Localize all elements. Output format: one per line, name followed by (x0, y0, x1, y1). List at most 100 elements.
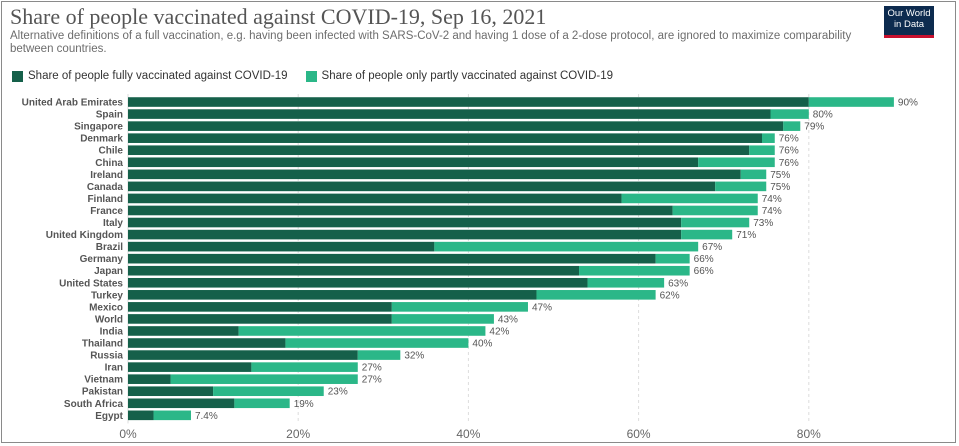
bar-fully-vaccinated (128, 362, 252, 372)
bar-partly-vaccinated (740, 169, 767, 180)
category-label: China (95, 158, 123, 169)
category-label: Finland (87, 194, 123, 205)
bar-fully-vaccinated (128, 253, 656, 264)
bar-fully-vaccinated (128, 145, 750, 156)
category-label: Italy (103, 218, 123, 229)
category-label: United Arab Emirates (22, 98, 124, 109)
bar-fully-vaccinated (128, 374, 171, 384)
bar-fully-vaccinated (128, 121, 784, 131)
category-label: United States (59, 278, 123, 289)
category-label: Chile (99, 146, 124, 157)
total-value-label: 74% (762, 206, 782, 217)
x-tick-label: 0% (119, 427, 137, 441)
category-label: Ireland (90, 170, 123, 181)
bar-partly-vaccinated (587, 277, 665, 288)
category-label: Pakistan (82, 387, 123, 398)
bar-fully-vaccinated (128, 181, 716, 192)
bar-partly-vaccinated (238, 326, 486, 336)
bar-fully-vaccinated (128, 350, 358, 360)
x-tick-label: 60% (627, 427, 651, 441)
category-label: Russia (90, 351, 123, 362)
legend-label-full: Share of people fully vaccinated against… (28, 70, 288, 82)
total-value-label: 73% (753, 218, 773, 229)
bar-partly-vaccinated (391, 314, 494, 324)
category-label: United Kingdom (46, 230, 123, 241)
bar-fully-vaccinated (128, 410, 154, 421)
bar-fully-vaccinated (128, 290, 537, 300)
total-value-label: 27% (362, 363, 382, 374)
total-value-label: 43% (498, 314, 518, 325)
category-label: Iran (105, 363, 123, 374)
bar-fully-vaccinated (128, 386, 214, 397)
bar-fully-vaccinated (128, 217, 682, 228)
bar-fully-vaccinated (128, 314, 392, 324)
bar-fully-vaccinated (128, 277, 588, 288)
bar-partly-vaccinated (234, 398, 290, 409)
chart-legend: Share of people fully vaccinated against… (12, 70, 631, 82)
total-value-label: 42% (489, 326, 509, 337)
legend-item-partial[interactable]: Share of people only partly vaccinated a… (305, 70, 614, 82)
bar-fully-vaccinated (128, 326, 239, 336)
bar-fully-vaccinated (128, 97, 809, 107)
bar-partly-vaccinated (170, 374, 358, 384)
category-label: Canada (87, 182, 124, 193)
bar-fully-vaccinated (128, 241, 435, 252)
total-value-label: 66% (694, 254, 714, 265)
total-value-label: 71% (736, 230, 756, 241)
bar-partly-vaccinated (251, 362, 358, 372)
bar-partly-vaccinated (672, 205, 758, 216)
bar-partly-vaccinated (698, 157, 775, 168)
bar-partly-vaccinated (213, 386, 324, 397)
bar-partly-vaccinated (749, 145, 775, 156)
legend-swatch-partial (305, 70, 317, 82)
bar-partly-vaccinated (681, 229, 733, 240)
category-label: Vietnam (84, 375, 123, 386)
bar-fully-vaccinated (128, 133, 762, 143)
bar-partly-vaccinated (770, 109, 809, 119)
x-tick-label: 80% (797, 427, 821, 441)
category-label: Turkey (91, 290, 123, 301)
bar-fully-vaccinated (128, 205, 673, 216)
category-label: France (90, 206, 123, 217)
x-tick-label: 40% (456, 427, 480, 441)
bar-partly-vaccinated (715, 181, 767, 192)
bar-fully-vaccinated (128, 157, 699, 168)
category-label: Egypt (95, 411, 123, 422)
total-value-label: 32% (404, 351, 424, 362)
category-label: Thailand (82, 339, 123, 350)
category-label: Japan (94, 266, 123, 277)
category-label: Germany (80, 254, 124, 265)
owid-logo[interactable]: Our World in Data (884, 6, 934, 38)
bar-partly-vaccinated (536, 290, 656, 300)
total-value-label: 23% (328, 387, 348, 398)
legend-swatch-full (12, 70, 23, 82)
bar-fully-vaccinated (128, 302, 392, 312)
logo-line-1: Our World (887, 8, 931, 19)
category-label: South Africa (64, 399, 124, 410)
total-value-label: 66% (694, 266, 714, 277)
total-value-label: 27% (362, 375, 382, 386)
total-value-label: 47% (532, 302, 552, 313)
total-value-label: 7.4% (195, 411, 218, 422)
legend-label-partial: Share of people only partly vaccinated a… (321, 70, 614, 82)
bar-partly-vaccinated (579, 265, 690, 276)
total-value-label: 63% (668, 278, 688, 289)
bar-partly-vaccinated (621, 193, 758, 204)
bar-partly-vaccinated (391, 302, 528, 312)
bar-partly-vaccinated (655, 253, 690, 264)
bar-partly-vaccinated (357, 350, 401, 360)
bar-fully-vaccinated (128, 265, 580, 276)
total-value-label: 79% (804, 122, 824, 133)
bar-partly-vaccinated (783, 121, 801, 131)
bar-fully-vaccinated (128, 229, 682, 240)
total-value-label: 75% (770, 182, 790, 193)
category-label: Denmark (80, 134, 123, 145)
logo-line-2: in Data (893, 19, 925, 30)
total-value-label: 76% (779, 146, 799, 157)
category-label: World (95, 314, 123, 325)
total-value-label: 76% (779, 134, 799, 145)
total-value-label: 19% (294, 399, 314, 410)
legend-item-full[interactable]: Share of people fully vaccinated against… (12, 70, 288, 82)
category-label: Spain (96, 110, 123, 121)
